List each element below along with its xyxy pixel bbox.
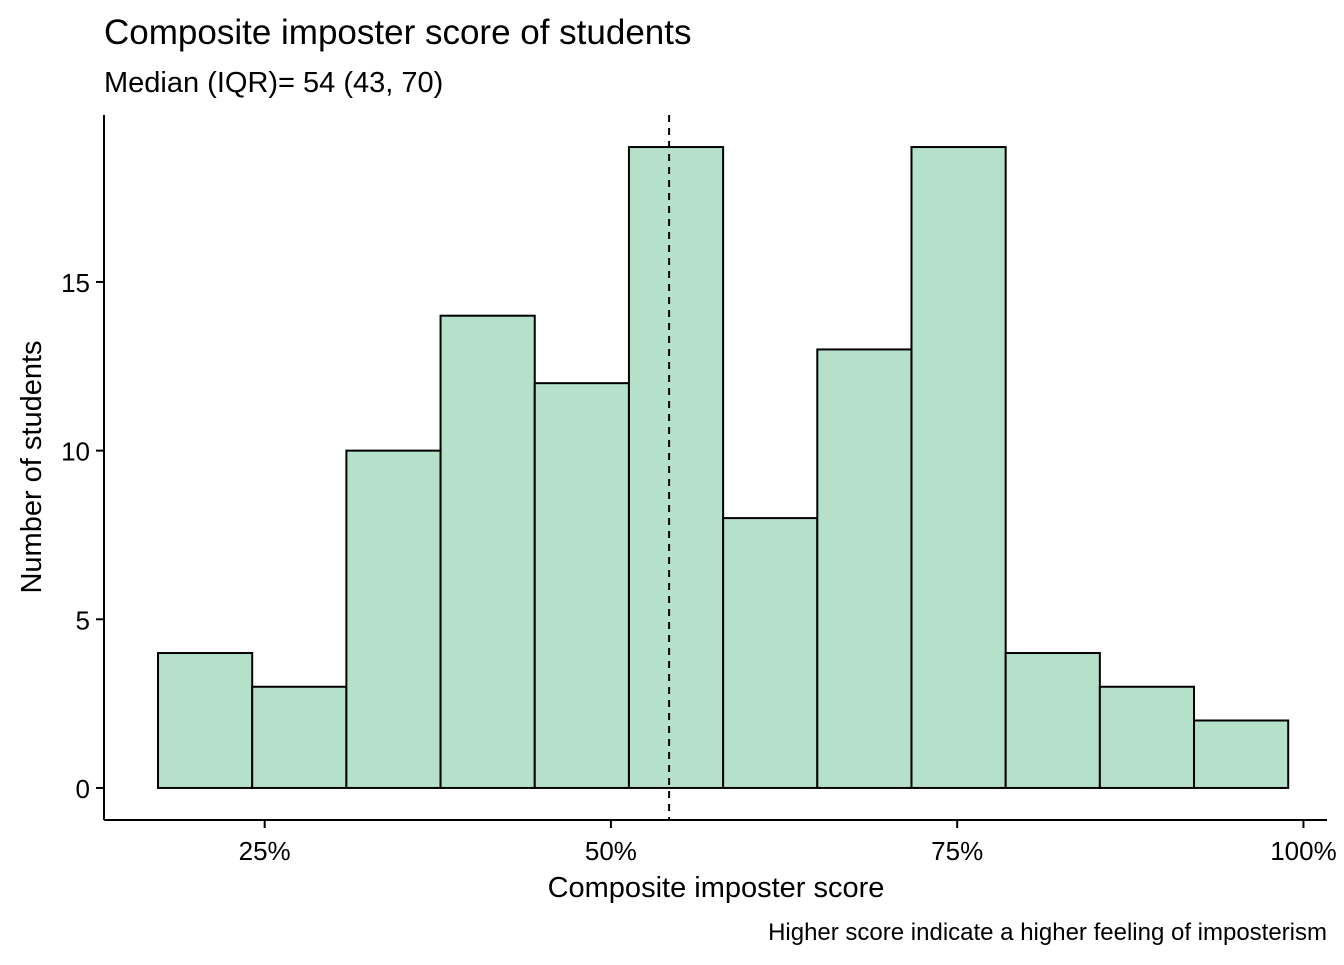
histogram-bar — [439, 314, 536, 789]
histogram-bar — [251, 685, 348, 789]
y-tick-label: 10 — [61, 437, 90, 467]
histogram-bar — [1098, 685, 1196, 789]
chart-subtitle: Median (IQR)= 54 (43, 70) — [104, 67, 443, 99]
x-tick-label: 50% — [585, 836, 637, 866]
histogram-bar — [1004, 652, 1101, 789]
x-tick-label: 75% — [931, 836, 983, 866]
histogram-bar — [722, 517, 819, 789]
y-tick-label: 0 — [76, 774, 90, 804]
x-ticks-group: 25% 50% 75% 100% — [239, 820, 1337, 866]
histogram-bar — [533, 382, 630, 789]
histogram-bar — [627, 146, 725, 789]
y-tick-label: 15 — [61, 268, 90, 298]
x-tick-label: 25% — [239, 836, 291, 866]
chart-caption: Higher score indicate a higher feeling o… — [768, 919, 1327, 946]
histogram-bar — [345, 449, 442, 789]
y-tick-label: 5 — [76, 605, 90, 635]
x-tick-label: 100% — [1270, 836, 1337, 866]
histogram-bar — [157, 652, 254, 789]
histogram-bar — [816, 348, 913, 789]
histogram-bar — [910, 146, 1007, 789]
y-axis-label: Number of students — [16, 340, 48, 593]
x-axis-label: Composite imposter score — [548, 872, 885, 904]
histogram-bar — [1193, 719, 1290, 789]
y-ticks-group: 0 5 10 15 — [61, 268, 104, 804]
bars-group — [157, 146, 1290, 789]
chart-title: Composite imposter score of students — [104, 13, 691, 52]
